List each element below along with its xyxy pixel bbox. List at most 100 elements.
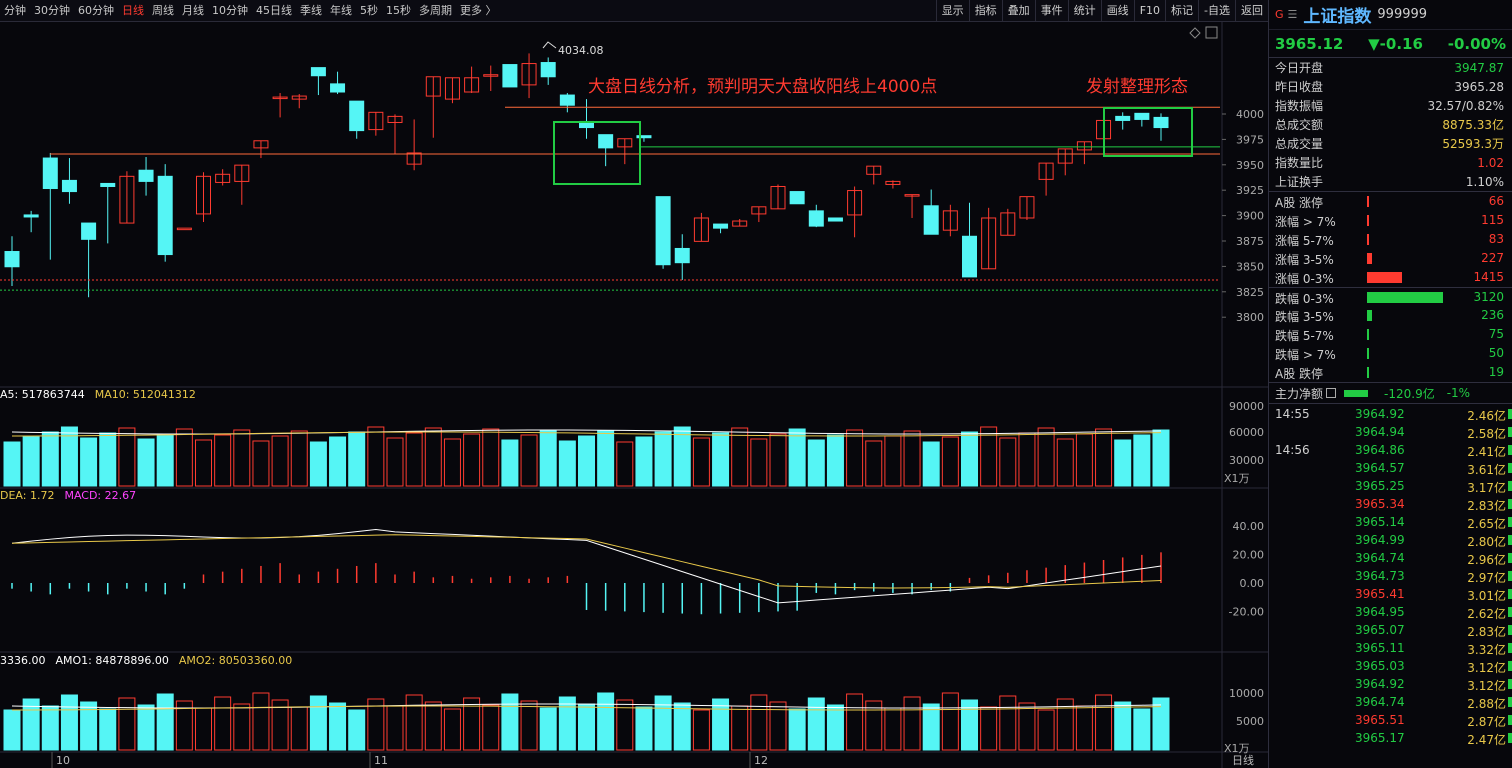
amo-bar xyxy=(865,700,883,751)
tick-price: 3964.57 xyxy=(1355,461,1405,475)
period-tab-6[interactable]: 10分钟 xyxy=(212,4,248,17)
tick-direction-mark xyxy=(1508,643,1512,653)
period-tab-11[interactable]: 15秒 xyxy=(386,4,411,17)
period-tab-7[interactable]: 45日线 xyxy=(256,4,292,17)
tick-direction-mark xyxy=(1508,499,1512,509)
breadth-label: 跌幅 0-3% xyxy=(1275,292,1334,306)
period-tab-8[interactable]: 季线 xyxy=(300,4,322,17)
breadth-row-9: A股 跌停 19 xyxy=(1269,363,1512,382)
tool-button-5[interactable]: 画线 xyxy=(1100,0,1134,22)
consolidation-box xyxy=(553,121,641,185)
amo-bar xyxy=(692,709,710,751)
tick-row-3: 3964.57 3.61亿 xyxy=(1269,460,1512,478)
candle-body xyxy=(425,76,441,97)
candle-body xyxy=(234,164,250,182)
breadth-bar xyxy=(1367,253,1373,264)
kline-chart[interactable]: 4000 3975 3950 3925 3900 3875 3850 3825 3800 4034… xyxy=(0,22,1268,768)
stat-row-1: 昨日收盘 3965.28 xyxy=(1269,77,1512,96)
candle-body xyxy=(483,74,499,77)
volume-bar xyxy=(846,429,864,487)
tool-button-4[interactable]: 统计 xyxy=(1067,0,1101,22)
tick-volume: 3.01亿 xyxy=(1467,589,1506,603)
tick-volume: 2.47亿 xyxy=(1467,733,1506,747)
main-flow-row: 主力净额 -120.9亿 -1% xyxy=(1269,382,1512,404)
candle-body xyxy=(42,157,58,190)
period-tab-0[interactable]: 分钟 xyxy=(4,4,26,17)
tick-volume: 3.12亿 xyxy=(1467,679,1506,693)
macd-dif-line xyxy=(11,529,1162,604)
volume-axis-label-2: 30000 xyxy=(1229,454,1264,467)
amo-labels: 3336.00 AMO1: 84878896.00 AMO2: 80503360.0… xyxy=(0,654,302,667)
tick-direction-mark xyxy=(1508,409,1512,419)
period-tab-4[interactable]: 周线 xyxy=(152,4,174,17)
amo-bar xyxy=(386,705,404,751)
tick-list[interactable]: 14:55 3964.92 2.46亿 3964.94 2.58亿 14:56 3964.8… xyxy=(1269,404,1512,748)
volume-bar xyxy=(309,441,327,487)
period-tab-1[interactable]: 30分钟 xyxy=(34,4,70,17)
tick-row-0: 14:55 3964.92 2.46亿 xyxy=(1269,406,1512,424)
tick-direction-mark xyxy=(1508,661,1512,671)
tick-volume: 2.96亿 xyxy=(1467,553,1506,567)
volume-bar xyxy=(578,435,595,487)
candle-body xyxy=(196,175,211,215)
candle-body xyxy=(808,210,824,227)
amo-bar xyxy=(60,694,78,751)
index-name[interactable]: 上证指数 xyxy=(1303,7,1372,27)
period-tab-10[interactable]: 5秒 xyxy=(360,4,378,17)
tool-button-2[interactable]: 叠加 xyxy=(1001,0,1035,22)
tool-button-3[interactable]: 事件 xyxy=(1034,0,1068,22)
amo-bar xyxy=(309,695,327,751)
tick-price: 3965.51 xyxy=(1355,713,1405,727)
volume-bar xyxy=(424,427,442,487)
amo-bar xyxy=(1075,705,1093,751)
breadth-label: 跌幅 5-7% xyxy=(1275,329,1334,343)
volume-bar xyxy=(539,429,557,487)
stat-label: 指数振幅 xyxy=(1275,99,1324,113)
high-price-label: 4034.08 xyxy=(558,44,604,57)
period-tab-13[interactable]: 更多 〉 xyxy=(460,4,497,17)
candle-body xyxy=(655,196,671,266)
tick-direction-mark xyxy=(1508,517,1512,527)
candle-body xyxy=(81,222,97,240)
candle-body xyxy=(962,235,977,278)
candle-body xyxy=(923,205,939,235)
tool-button-6[interactable]: F10 xyxy=(1133,0,1165,22)
volume-bar xyxy=(22,436,40,487)
volume-bar xyxy=(597,430,615,487)
tool-button-7[interactable]: 标记 xyxy=(1165,0,1198,22)
amo-bar xyxy=(578,703,595,751)
last-price: 3965.12 xyxy=(1275,34,1344,53)
volume-bar xyxy=(271,435,289,487)
tick-price: 3965.41 xyxy=(1355,587,1405,601)
amo-bar xyxy=(826,704,844,751)
stat-label: 总成交额 xyxy=(1275,118,1324,132)
candle-body xyxy=(1000,212,1016,236)
amo-bar xyxy=(807,697,825,751)
volume-bar xyxy=(731,427,749,487)
tick-direction-mark xyxy=(1508,697,1512,707)
candle-body xyxy=(617,138,633,148)
price-axis-label-3: 3925 xyxy=(1236,184,1264,197)
tool-button-0[interactable]: 显示 xyxy=(935,0,969,22)
volume-bar xyxy=(520,434,538,487)
candle-body xyxy=(1153,116,1169,129)
tick-price: 3964.99 xyxy=(1355,533,1405,547)
menu-icon[interactable]: ☰ xyxy=(1287,8,1298,21)
candle-body xyxy=(502,64,518,88)
period-tab-2[interactable]: 60分钟 xyxy=(78,4,114,17)
amo-bar xyxy=(750,694,768,751)
breadth-row-8: 跌幅 > 7% 50 xyxy=(1269,344,1512,363)
tick-volume: 2.87亿 xyxy=(1467,715,1506,729)
period-tab-9[interactable]: 年线 xyxy=(330,4,352,17)
period-tab-3[interactable]: 日线 xyxy=(122,4,144,17)
volume-bar xyxy=(1152,429,1170,487)
volume-bar xyxy=(405,432,423,487)
tool-button-8[interactable]: -自选 xyxy=(1198,0,1235,22)
period-tab-5[interactable]: 月线 xyxy=(182,4,204,17)
tool-button-1[interactable]: 指标 xyxy=(968,0,1002,22)
tick-price: 3965.03 xyxy=(1355,659,1405,673)
tool-button-9[interactable]: 返回 xyxy=(1235,0,1268,22)
flow-chart-icon[interactable] xyxy=(1326,388,1337,398)
candle-body xyxy=(598,134,614,149)
period-tab-12[interactable]: 多周期 xyxy=(419,4,452,17)
